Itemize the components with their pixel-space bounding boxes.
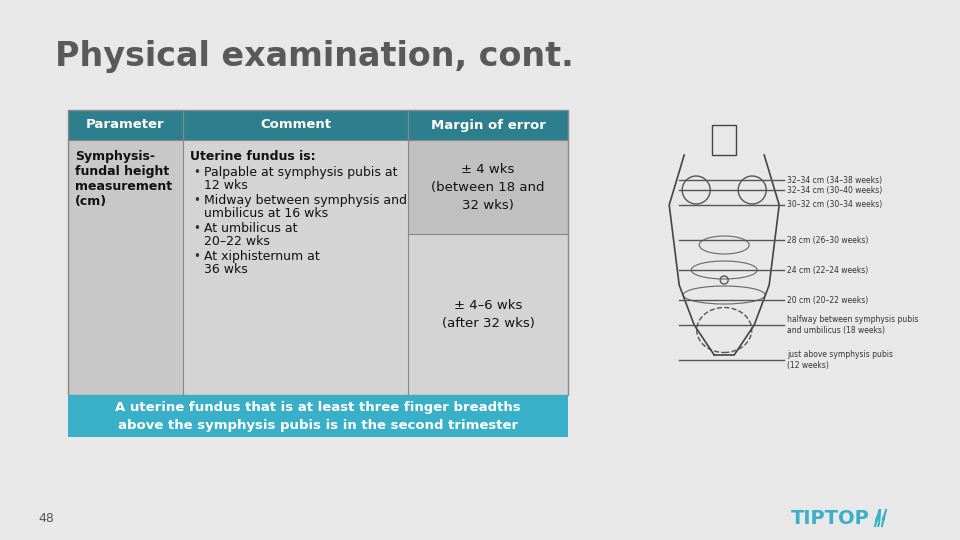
Bar [183,110,408,140]
Text: 20 cm (20–22 weeks): 20 cm (20–22 weeks) [787,295,869,305]
Text: just above symphysis pubis
(12 weeks): just above symphysis pubis (12 weeks) [787,350,893,370]
Text: Margin of error: Margin of error [431,118,545,132]
Text: (cm): (cm) [75,195,108,208]
Bar [408,234,568,395]
Bar [183,140,408,395]
Text: halfway between symphysis pubis
and umbilicus (18 weeks): halfway between symphysis pubis and umbi… [787,315,919,335]
Bar [595,105,935,445]
Bar [712,125,736,155]
Bar [408,110,568,140]
Bar [408,140,568,234]
Text: ± 4 wks
(between 18 and
32 wks): ± 4 wks (between 18 and 32 wks) [431,163,544,212]
Text: 32–34 cm (30–40 weeks): 32–34 cm (30–40 weeks) [787,186,882,194]
Text: 24 cm (22–24 weeks): 24 cm (22–24 weeks) [787,266,869,274]
Text: 32–34 cm (34–38 weeks): 32–34 cm (34–38 weeks) [787,176,882,185]
Circle shape [738,176,766,204]
Text: umbilicus at 16 wks: umbilicus at 16 wks [204,207,328,220]
Text: •: • [193,166,200,179]
Bar [68,140,183,395]
Text: Palpable at symphysis pubis at: Palpable at symphysis pubis at [204,166,397,179]
Text: measurement: measurement [75,180,172,193]
Text: Symphysis-: Symphysis- [75,150,155,163]
Bar [68,110,183,140]
Text: Physical examination, cont.: Physical examination, cont. [55,40,574,73]
Text: Midway between symphysis and: Midway between symphysis and [204,194,407,207]
Text: fundal height: fundal height [75,165,169,178]
Text: Comment: Comment [260,118,331,132]
Text: 36 wks: 36 wks [204,263,248,276]
Bar [68,395,568,437]
Text: A uterine fundus that is at least three finger breadths
above the symphysis pubi: A uterine fundus that is at least three … [115,401,521,431]
Text: •: • [193,250,200,263]
Text: At xiphisternum at: At xiphisternum at [204,250,320,263]
Text: ± 4–6 wks
(after 32 wks): ± 4–6 wks (after 32 wks) [442,299,535,330]
Text: 20–22 wks: 20–22 wks [204,235,270,248]
Text: 30–32 cm (30–34 weeks): 30–32 cm (30–34 weeks) [787,200,882,210]
Text: •: • [193,222,200,235]
Bar [68,110,568,395]
Text: 12 wks: 12 wks [204,179,248,192]
Text: Uterine fundus is:: Uterine fundus is: [190,150,316,163]
Text: Parameter: Parameter [86,118,165,132]
Text: 28 cm (26–30 weeks): 28 cm (26–30 weeks) [787,235,869,245]
Text: •: • [193,194,200,207]
Circle shape [720,276,729,284]
Circle shape [683,176,710,204]
Text: 48: 48 [38,512,54,525]
Text: TIPTOP: TIPTOP [791,509,870,528]
Text: At umbilicus at: At umbilicus at [204,222,298,235]
